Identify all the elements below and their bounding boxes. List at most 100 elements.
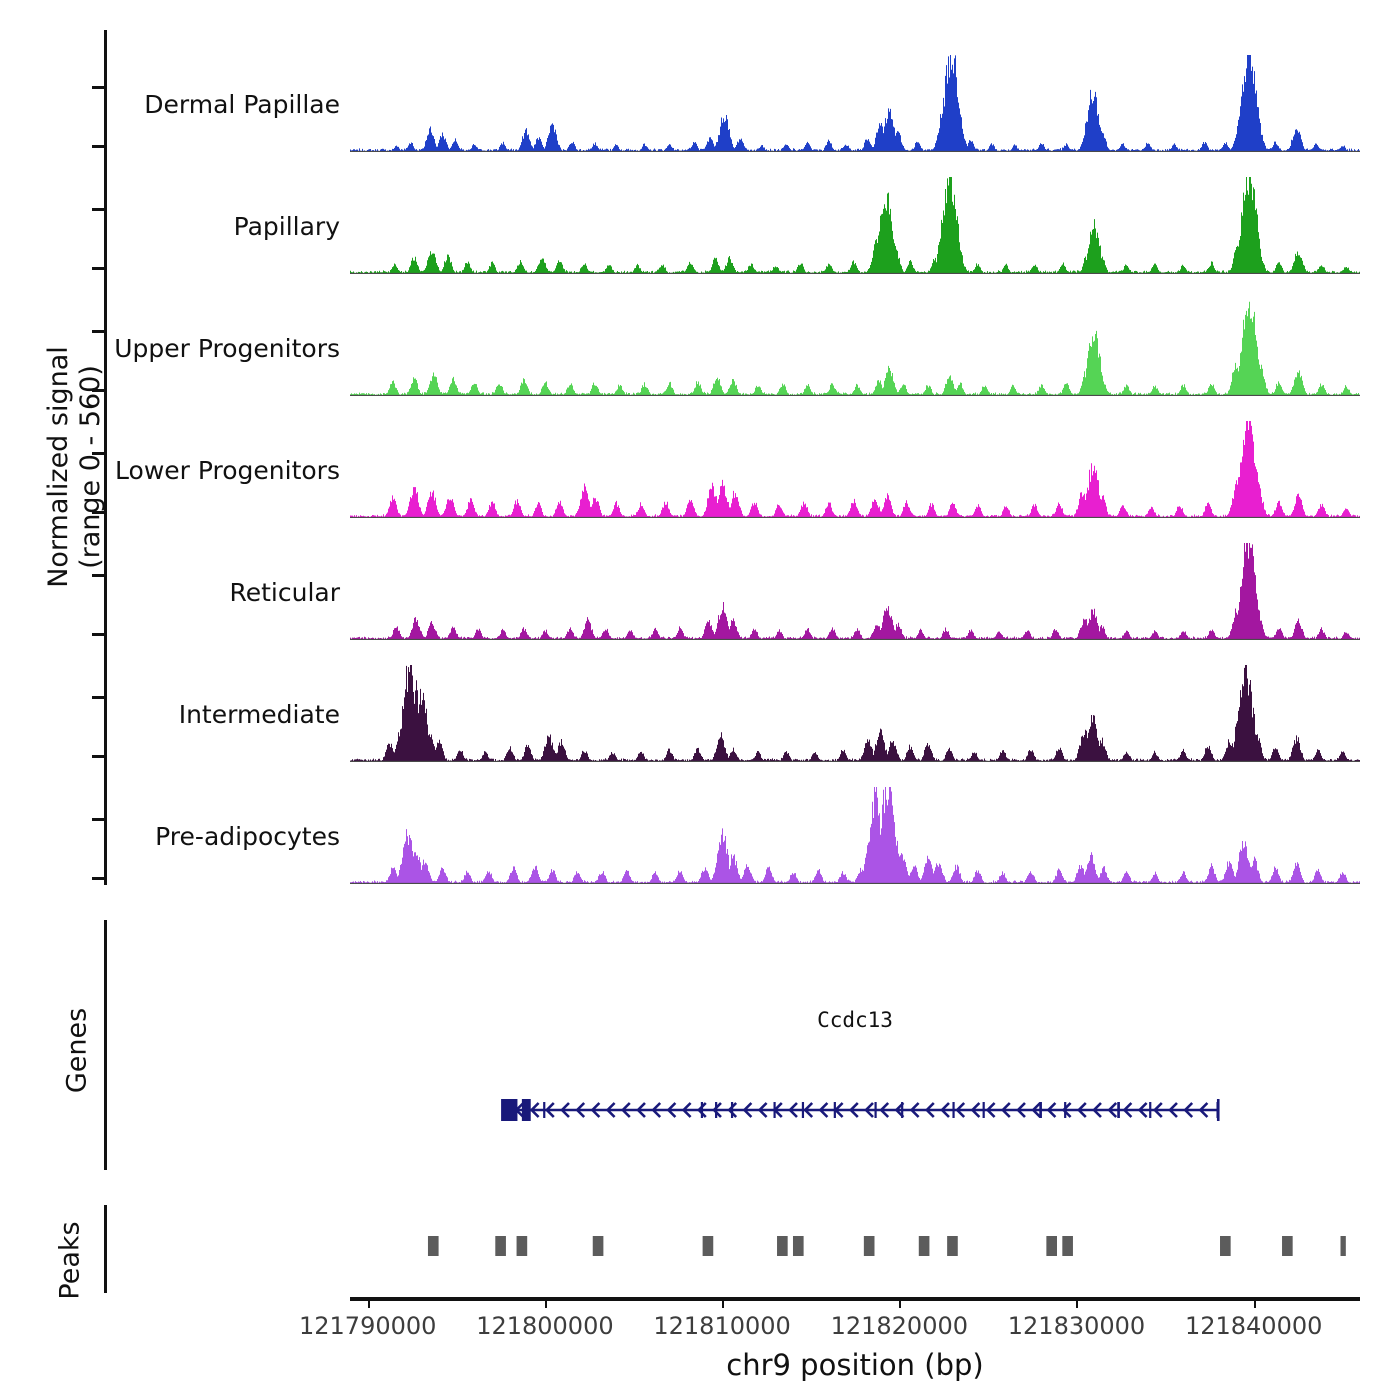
gene-exon bbox=[543, 1102, 546, 1118]
peaks-axis-spine bbox=[104, 1205, 107, 1293]
peaks-svg bbox=[427, 1236, 1346, 1256]
gene-exon bbox=[700, 1102, 704, 1118]
gene-strand-arrow bbox=[575, 1102, 586, 1118]
gene-strand-arrow bbox=[970, 1102, 981, 1118]
gene-strand-arrow bbox=[727, 1102, 738, 1118]
track-label-upper-progenitors: Upper Progenitors bbox=[114, 334, 340, 363]
gene-strand-arrow bbox=[1168, 1102, 1178, 1118]
signal-area bbox=[350, 787, 1360, 884]
signal-axis-spine bbox=[104, 30, 107, 885]
gene-strand-arrow bbox=[1198, 1102, 1209, 1118]
gene-strand-arrow bbox=[1137, 1102, 1148, 1118]
gene-exon bbox=[874, 1102, 877, 1118]
gene-exon bbox=[1149, 1102, 1152, 1118]
peak-interval bbox=[516, 1236, 528, 1256]
gene-strand-arrow bbox=[1183, 1102, 1194, 1118]
signal-axis-label-line1: Normalized signal bbox=[43, 346, 74, 588]
gene-strand-arrow bbox=[1061, 1102, 1072, 1118]
gene-strand-arrow bbox=[590, 1102, 601, 1118]
signal-track-reticular bbox=[350, 540, 1360, 640]
y-axis-tick bbox=[92, 144, 104, 148]
gene-strand-arrow bbox=[833, 1102, 844, 1118]
gene-strand-arrow bbox=[620, 1102, 631, 1118]
signal-track-dermal-papillae bbox=[350, 52, 1360, 152]
y-axis-tick bbox=[92, 208, 104, 212]
gene-strand-arrow bbox=[742, 1102, 753, 1118]
gene-strand-arrow bbox=[1046, 1102, 1057, 1118]
gene-exon bbox=[521, 1099, 531, 1121]
peak-interval bbox=[702, 1236, 714, 1256]
gene-strand-arrow bbox=[605, 1102, 616, 1118]
gene-track: Ccdc13 bbox=[350, 1000, 1360, 1150]
gene-strand-arrow bbox=[514, 1102, 525, 1118]
gene-strand-arrow bbox=[848, 1102, 859, 1118]
peak-interval bbox=[1220, 1236, 1231, 1256]
peak-interval bbox=[427, 1236, 439, 1256]
peak-interval bbox=[1340, 1236, 1346, 1256]
gene-strand-arrow bbox=[894, 1102, 905, 1118]
track-label-lower-progenitors: Lower Progenitors bbox=[115, 456, 340, 485]
gene-strand-arrow bbox=[1092, 1102, 1102, 1118]
track-label-papillary: Papillary bbox=[233, 212, 340, 241]
signal-area bbox=[350, 55, 1360, 152]
x-axis-line bbox=[350, 1297, 1360, 1301]
gene-strand-arrow bbox=[651, 1102, 662, 1118]
peak-interval bbox=[777, 1236, 788, 1256]
x-axis-tick bbox=[544, 1297, 547, 1308]
peak-interval bbox=[947, 1236, 958, 1256]
signal-area bbox=[350, 543, 1360, 640]
signal-track-intermediate bbox=[350, 662, 1360, 762]
gene-strand-arrow bbox=[1016, 1102, 1026, 1118]
gene-strand-arrow bbox=[681, 1102, 692, 1118]
genes-axis-label: Genes bbox=[61, 1007, 93, 1094]
y-axis-tick bbox=[92, 388, 104, 392]
signal-profile bbox=[350, 665, 1360, 762]
gene-strand-arrow bbox=[909, 1102, 920, 1118]
gene-strand-arrow bbox=[712, 1102, 722, 1118]
gene-strand-arrow bbox=[940, 1102, 950, 1118]
gene-strand-arrow bbox=[666, 1102, 677, 1118]
gene-exon bbox=[715, 1102, 718, 1118]
x-axis-tick-label: 121800000 bbox=[476, 1312, 614, 1340]
y-axis-tick bbox=[92, 510, 104, 514]
x-axis-tick bbox=[899, 1297, 902, 1308]
gene-strand-arrow bbox=[696, 1102, 707, 1118]
gene-strand-arrow bbox=[544, 1102, 555, 1118]
track-label-pre-adipocytes: Pre-adipocytes bbox=[155, 822, 340, 851]
gene-exon bbox=[502, 1099, 518, 1121]
y-axis-tick bbox=[92, 754, 104, 758]
gene-exon bbox=[982, 1102, 985, 1118]
gene-strand-arrow bbox=[1122, 1102, 1133, 1118]
y-axis-tick bbox=[92, 876, 104, 880]
signal-profile bbox=[350, 787, 1360, 884]
y-axis-tick bbox=[92, 818, 104, 822]
x-axis-tick-label: 121820000 bbox=[830, 1312, 969, 1340]
x-axis-tick bbox=[1076, 1297, 1079, 1308]
signal-profile bbox=[350, 55, 1360, 152]
gene-strand-arrow bbox=[772, 1102, 783, 1118]
y-axis-tick bbox=[92, 330, 104, 334]
gene-strand-arrow bbox=[1031, 1102, 1042, 1118]
gene-strand-arrow bbox=[1076, 1102, 1087, 1118]
peak-interval bbox=[792, 1236, 804, 1256]
peaks-axis-label: Peaks bbox=[54, 1221, 86, 1300]
signal-track-upper-progenitors bbox=[350, 296, 1360, 396]
gene-strand-arrow bbox=[1000, 1102, 1011, 1118]
gene-exon bbox=[1039, 1102, 1042, 1118]
signal-axis-label-line2: (range 0 - 560) bbox=[75, 365, 106, 569]
x-axis-tick-label: 121830000 bbox=[1007, 1312, 1146, 1340]
peak-interval bbox=[1062, 1236, 1073, 1256]
gene-exon bbox=[801, 1102, 805, 1118]
signal-area bbox=[350, 301, 1360, 396]
gene-exon bbox=[901, 1102, 904, 1118]
signal-profile bbox=[350, 301, 1360, 396]
x-axis-tick-label: 121810000 bbox=[653, 1312, 791, 1340]
gene-strand-arrow bbox=[803, 1102, 814, 1118]
y-axis-tick bbox=[92, 266, 104, 270]
signal-profile bbox=[350, 177, 1360, 274]
y-axis-tick bbox=[92, 696, 104, 700]
gene-strand-arrow bbox=[757, 1102, 768, 1118]
genes-axis-spine bbox=[104, 920, 107, 1170]
signal-track-lower-progenitors bbox=[350, 418, 1360, 518]
